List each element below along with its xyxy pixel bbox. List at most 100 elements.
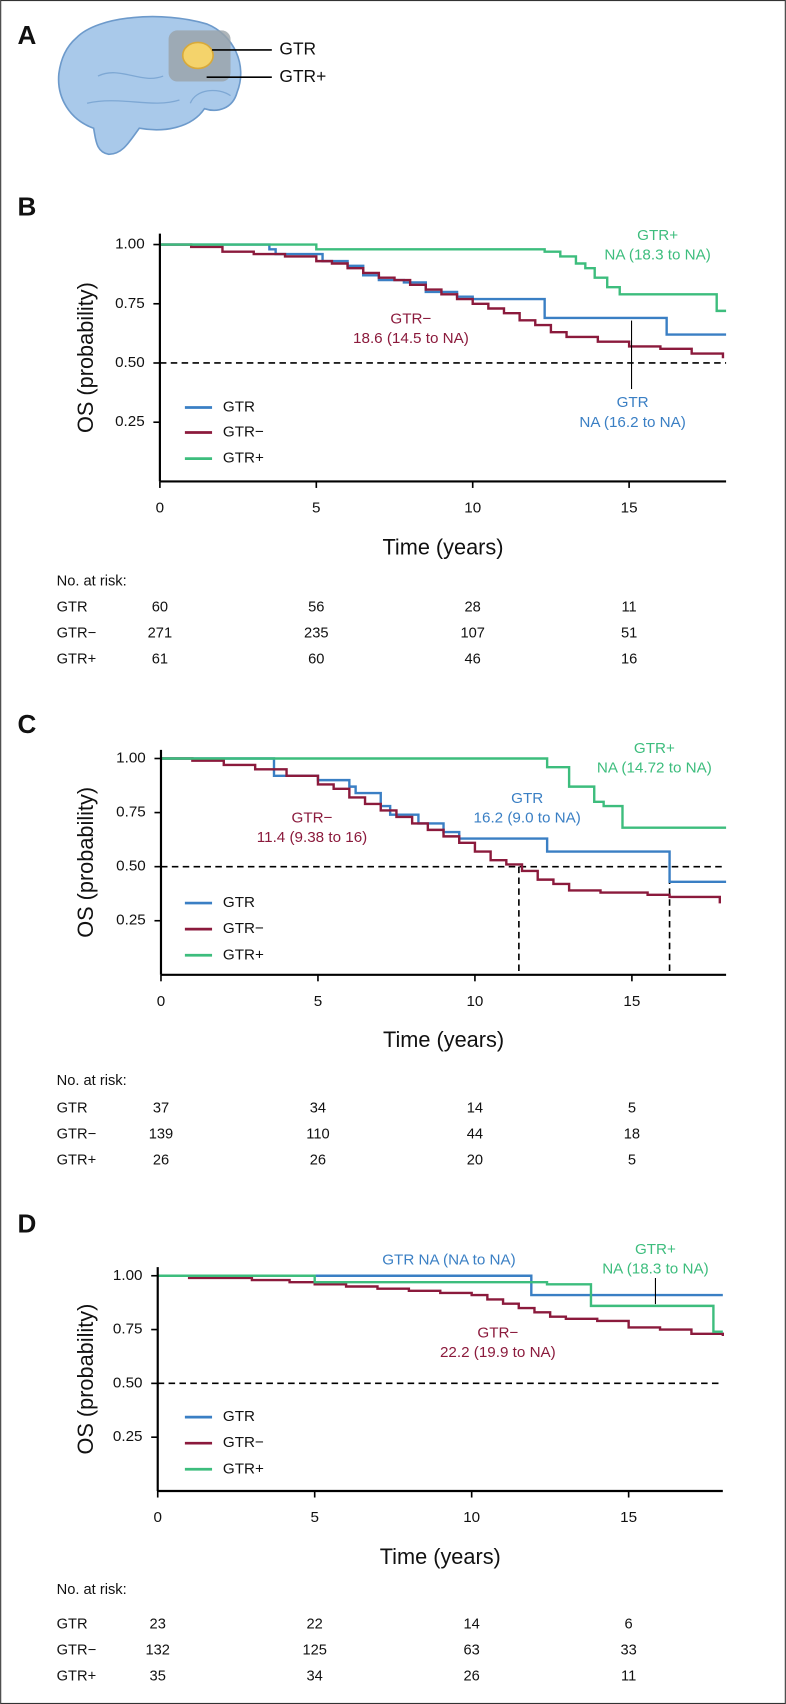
legend-label: GTR− [223, 424, 264, 441]
risk-count: 60 [152, 599, 168, 615]
y-axis-label: OS (probability) [73, 1304, 98, 1455]
risk-count: 61 [152, 652, 168, 668]
x-tick-label: 5 [312, 500, 320, 517]
y-axis-label: OS (probability) [73, 787, 98, 938]
risk-row-label: GTR− [57, 1126, 97, 1142]
survival-curve [159, 243, 725, 359]
risk-count: 110 [306, 1126, 329, 1142]
risk-count: 46 [465, 652, 481, 668]
risk-count: 16 [621, 652, 637, 668]
annotation: GTR+ [634, 740, 675, 757]
legend-label: GTR− [223, 1434, 264, 1451]
risk-count: 33 [620, 1643, 636, 1659]
risk-title: No. at risk: [57, 573, 127, 589]
risk-count: 125 [302, 1643, 326, 1659]
legend-label: GTR+ [223, 1460, 264, 1477]
panel-letter: D [18, 1209, 37, 1239]
risk-row-label: GTR+ [57, 652, 97, 668]
risk-row-label: GTR+ [57, 1153, 97, 1169]
tumor [181, 41, 214, 70]
survival-curve [157, 1274, 723, 1297]
annotation: GTR− [292, 809, 333, 826]
y-tick-label: 0.25 [116, 912, 146, 929]
risk-count: 6 [625, 1617, 633, 1633]
risk-count: 56 [308, 599, 324, 615]
legend-label: GTR [223, 1408, 255, 1425]
annotation: GTR− [477, 1324, 518, 1341]
risk-row-label: GTR+ [57, 1669, 97, 1685]
panel-letter: A [18, 20, 37, 50]
risk-count: 11 [622, 599, 637, 615]
y-tick-label: 0.25 [115, 413, 145, 430]
x-tick-label: 10 [466, 993, 483, 1010]
y-tick-label: 1.00 [113, 1267, 143, 1284]
x-tick-label: 0 [153, 1509, 161, 1526]
y-tick-label: 0.50 [116, 858, 146, 875]
risk-row-label: GTR [57, 599, 88, 615]
risk-count: 26 [310, 1153, 326, 1169]
risk-count: 20 [467, 1153, 483, 1169]
legend-label: GTR [223, 399, 255, 416]
risk-count: 14 [464, 1617, 480, 1633]
survival-curve [159, 243, 727, 313]
chart: C 0.25 0.50 0.75 1.00 0 5 10 15 Time (years) OS (p… [18, 709, 727, 1169]
x-tick-label: 5 [310, 1509, 318, 1526]
chart: D 0.25 0.50 0.75 1.00 0 5 10 15 Time (years) OS (p… [18, 1209, 725, 1685]
x-tick-label: 5 [314, 993, 322, 1010]
survival-curve [157, 1274, 723, 1333]
region-label: GTR+ [279, 66, 326, 86]
y-tick-label: 0.50 [113, 1374, 143, 1391]
annotation: 22.2 (19.9 to NA) [440, 1344, 556, 1361]
annotation: GTR NA (NA to NA) [382, 1252, 515, 1269]
chart: B 0.25 0.50 0.75 1.00 0 5 10 15 Time (years) OS (p… [18, 192, 727, 668]
risk-count: 34 [310, 1100, 326, 1116]
risk-count: 26 [464, 1669, 480, 1685]
risk-count: 51 [621, 625, 637, 641]
risk-count: 26 [153, 1153, 169, 1169]
annotation: GTR− [390, 311, 431, 328]
annotation: GTR [617, 394, 649, 411]
risk-count: 28 [465, 599, 481, 615]
x-tick-label: 15 [623, 993, 640, 1010]
brain-folds [86, 72, 231, 104]
legend-label: GTR+ [223, 450, 264, 467]
annotation: NA (14.72 to NA) [597, 759, 712, 776]
y-tick-label: 0.75 [113, 1321, 143, 1338]
region-label: GTR [279, 39, 316, 59]
y-axis-label: OS (probability) [73, 282, 98, 433]
survival-curve [157, 1274, 725, 1337]
x-axis-label: Time (years) [383, 1027, 504, 1052]
survival-curve [160, 757, 722, 904]
annotation: NA (18.3 to NA) [604, 246, 710, 263]
legend-label: GTR [223, 894, 255, 911]
annotation: NA (18.3 to NA) [602, 1260, 708, 1277]
annotation: GTR [511, 790, 543, 807]
risk-count: 11 [621, 1669, 636, 1685]
legend-label: GTR− [223, 920, 264, 937]
y-tick-label: 0.50 [115, 354, 145, 371]
risk-count: 34 [307, 1669, 323, 1685]
annotation: 16.2 (9.0 to NA) [474, 809, 581, 826]
annotation: 18.6 (14.5 to NA) [353, 330, 469, 347]
risk-count: 139 [149, 1126, 173, 1142]
annotation: GTR+ [637, 227, 678, 244]
x-tick-label: 10 [463, 1509, 480, 1526]
risk-count: 271 [148, 625, 172, 641]
risk-count: 23 [150, 1617, 166, 1633]
x-tick-label: 15 [620, 1509, 637, 1526]
x-axis-label: Time (years) [380, 1544, 501, 1569]
x-tick-label: 15 [621, 500, 638, 517]
risk-row-label: GTR− [57, 1643, 97, 1659]
risk-count: 107 [460, 625, 484, 641]
x-tick-label: 0 [156, 500, 164, 517]
panel-letter: C [18, 709, 37, 739]
risk-title: No. at risk: [57, 1582, 127, 1598]
risk-row-label: GTR [57, 1617, 88, 1633]
risk-count: 22 [307, 1617, 323, 1633]
y-tick-label: 0.75 [116, 804, 146, 821]
annotation: GTR+ [635, 1241, 676, 1258]
risk-title: No. at risk: [57, 1073, 127, 1089]
panel-letter: B [18, 192, 37, 222]
risk-count: 18 [624, 1126, 640, 1142]
